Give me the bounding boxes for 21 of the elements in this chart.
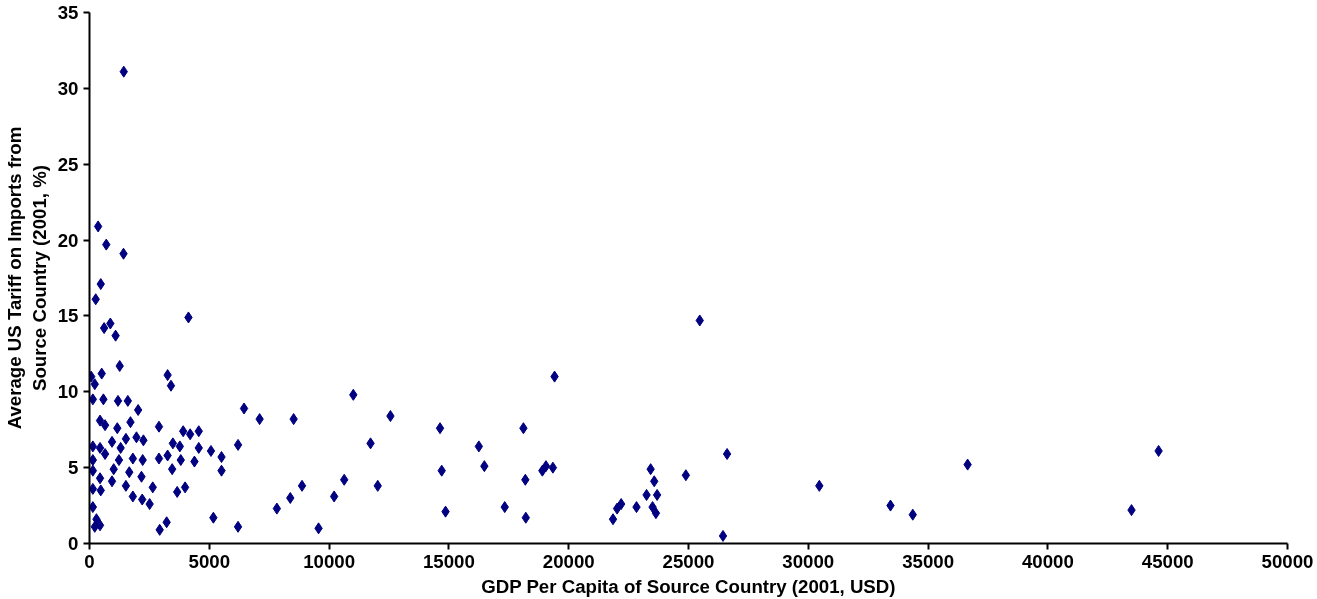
- x-tick-label: 0: [84, 550, 95, 572]
- x-axis-title: GDP Per Capita of Source Country (2001, USD): [481, 575, 896, 597]
- x-tick-label: 45000: [1141, 550, 1194, 572]
- y-tick-label: 5: [68, 457, 79, 479]
- x-tick-label: 10000: [303, 550, 356, 572]
- y-tick-label: 15: [57, 305, 79, 327]
- x-tick-label: 30000: [782, 550, 835, 572]
- y-axis-title: Average US Tariff on Imports from Source Country (2001, %): [3, 126, 50, 430]
- x-tick-label: 15000: [422, 550, 475, 572]
- y-tick-label: 10: [57, 381, 79, 403]
- y-tick-label: 20: [57, 229, 79, 251]
- x-tick-label: 5000: [188, 550, 231, 572]
- x-tick-label: 50000: [1261, 550, 1314, 572]
- x-tick-label: 35000: [902, 550, 955, 572]
- x-tick-label: 40000: [1021, 550, 1074, 572]
- y-tick-label: 30: [57, 77, 79, 99]
- x-tick-label: 20000: [542, 550, 595, 572]
- y-tick-label: 25: [57, 153, 79, 175]
- y-tick-label: 0: [68, 533, 79, 554]
- x-tick-label: 25000: [662, 550, 715, 572]
- y-tick-label: 35: [57, 2, 79, 23]
